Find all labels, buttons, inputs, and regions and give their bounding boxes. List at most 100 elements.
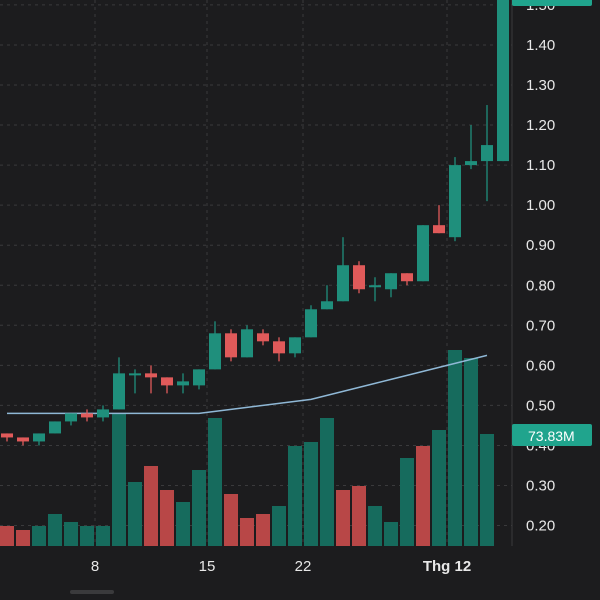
- volume-bar: [256, 514, 270, 546]
- candle-body: [49, 421, 61, 434]
- volume-bar: [368, 506, 382, 546]
- volume-bar: [48, 514, 62, 546]
- candle: [321, 285, 333, 310]
- y-tick-label: 1.40: [526, 37, 555, 54]
- x-tick-label: 15: [199, 558, 216, 575]
- y-tick-label: 0.30: [526, 478, 555, 495]
- y-tick-label: 0.80: [526, 277, 555, 294]
- candle: [433, 205, 445, 234]
- x-tick-label: Thg 12: [423, 558, 471, 575]
- candle-body: [33, 433, 45, 442]
- volume-bar: [288, 446, 302, 546]
- candle: [241, 325, 253, 358]
- moving-average-line: [7, 354, 488, 415]
- candle-body: [161, 377, 173, 386]
- volume-bar: [416, 446, 430, 546]
- y-axis: 1.501.401.301.201.101.000.900.800.700.60…: [526, 0, 555, 535]
- candle-body: [1, 433, 13, 438]
- candle-body: [353, 265, 365, 290]
- candle: [401, 273, 413, 286]
- y-tick-label: 0.20: [526, 518, 555, 535]
- y-tick-label: 1.10: [526, 157, 555, 174]
- candle-body: [65, 413, 77, 422]
- volume-badge-background: [512, 424, 592, 446]
- candle-body: [497, 0, 509, 162]
- candle: [49, 421, 61, 434]
- volume-bar: [336, 490, 350, 546]
- candle: [1, 433, 13, 442]
- grid-lines: [0, 0, 513, 546]
- last-price-badge: [512, 0, 592, 6]
- candle-body: [401, 273, 413, 282]
- candle-body: [145, 373, 157, 378]
- candle-body: [17, 437, 29, 442]
- volume-bar: [16, 530, 30, 546]
- candle-body: [81, 413, 93, 418]
- candle-body: [449, 165, 461, 238]
- candle: [81, 409, 93, 422]
- volume-bar: [224, 494, 238, 546]
- volume-bar: [272, 506, 286, 546]
- candle-body: [273, 341, 285, 354]
- volume-bar: [144, 466, 158, 546]
- volume-bars: [0, 350, 494, 546]
- candle: [465, 125, 477, 170]
- scroll-hint: [70, 590, 114, 594]
- candle-body: [289, 337, 301, 354]
- candle: [497, 0, 509, 162]
- candle-body: [369, 285, 381, 288]
- candle: [193, 369, 205, 390]
- candle: [385, 273, 397, 298]
- candle: [353, 261, 365, 294]
- candle: [225, 329, 237, 362]
- volume-bar: [208, 418, 222, 546]
- volume-bar: [32, 526, 46, 546]
- y-tick-label: 0.50: [526, 397, 555, 414]
- candle-body: [417, 225, 429, 282]
- volume-bar: [432, 430, 446, 546]
- volume-bar: [400, 458, 414, 546]
- candle: [481, 105, 493, 202]
- y-tick-label: 1.30: [526, 77, 555, 94]
- candle: [17, 437, 29, 446]
- y-tick-label: 0.60: [526, 357, 555, 374]
- volume-bar: [176, 502, 190, 546]
- candle: [305, 305, 317, 338]
- candle-body: [257, 333, 269, 342]
- candle-body: [465, 161, 477, 166]
- candle-body: [321, 301, 333, 310]
- candle-body: [209, 333, 221, 370]
- volume-bar: [128, 482, 142, 546]
- volume-bar: [352, 486, 366, 546]
- volume-bar: [384, 522, 398, 546]
- x-tick-label: 22: [295, 558, 312, 575]
- volume-bar: [160, 490, 174, 546]
- candle-body: [433, 225, 445, 234]
- volume-bar: [0, 526, 14, 546]
- volume-bar: [448, 350, 462, 546]
- candle-body: [305, 309, 317, 338]
- candle: [145, 365, 157, 394]
- moving-average-layer: [7, 354, 488, 415]
- candle: [417, 225, 429, 282]
- candle-body: [241, 329, 253, 358]
- candle: [65, 413, 77, 426]
- candle: [209, 321, 221, 370]
- candle-body: [113, 373, 125, 410]
- volume-badge: 73.83M: [512, 424, 592, 446]
- x-tick-label: 8: [91, 558, 99, 575]
- volume-bar: [64, 522, 78, 546]
- y-tick-label: 1.20: [526, 117, 555, 134]
- candle: [97, 405, 109, 422]
- candle-body: [225, 333, 237, 358]
- volume-bar: [304, 442, 318, 546]
- volume-bar: [464, 358, 478, 546]
- volume-bar: [192, 470, 206, 546]
- candle-body: [97, 409, 109, 418]
- candle: [449, 157, 461, 242]
- candle-body: [481, 145, 493, 162]
- candle: [273, 337, 285, 362]
- candle: [33, 433, 45, 446]
